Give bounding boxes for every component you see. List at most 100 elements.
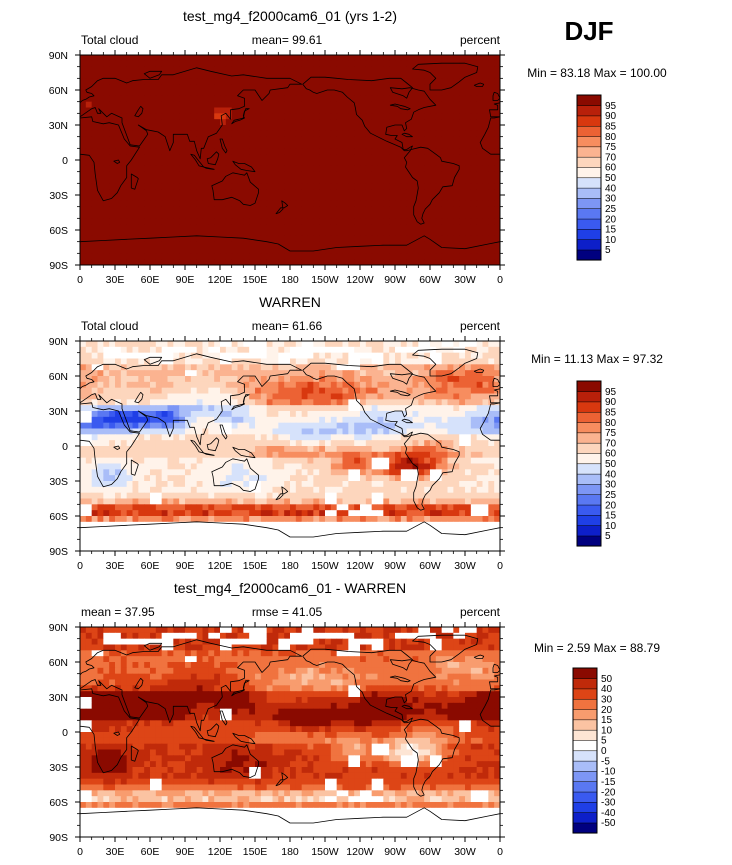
map-cell: [115, 475, 122, 482]
map-cell: [272, 206, 279, 213]
map-cell: [348, 60, 355, 68]
map-cell: [476, 475, 483, 482]
map-cell: [249, 341, 256, 348]
map-cell: [313, 253, 320, 260]
map-cell: [330, 370, 338, 377]
map-cell: [255, 230, 262, 237]
map-cell: [482, 212, 489, 219]
map-cell: [103, 84, 110, 91]
map-cell: [307, 469, 314, 476]
map-cell: [126, 189, 133, 196]
map-cell: [190, 177, 198, 184]
map-cell: [249, 148, 256, 155]
map-cell: [167, 416, 174, 424]
map-cell: [482, 183, 489, 190]
map-cell: [231, 259, 238, 265]
map-cell: [103, 72, 110, 79]
map-cell: [278, 218, 285, 225]
map-cell: [202, 440, 209, 447]
map-cell: [272, 341, 279, 348]
map-cell: [354, 66, 361, 73]
map-cell: [196, 457, 203, 464]
map-cell: [266, 72, 273, 79]
map-cell: [360, 136, 367, 143]
map-cell: [91, 341, 98, 348]
map-cell: [371, 177, 378, 184]
map-cell: [465, 171, 472, 178]
map-cell: [301, 457, 308, 464]
map-cell: [85, 370, 93, 377]
map-cell: [173, 440, 180, 447]
map-cell: [313, 498, 320, 505]
map-cell: [109, 475, 116, 482]
map-cell: [494, 130, 500, 138]
map-cell: [470, 341, 478, 348]
map-cell: [272, 136, 279, 143]
map-cell: [126, 60, 133, 68]
map-cell: [459, 171, 466, 178]
map-cell: [249, 241, 256, 248]
map-cell: [494, 142, 500, 149]
map-cell: [435, 428, 443, 435]
map-cell: [97, 200, 104, 208]
map-cell: [208, 341, 215, 348]
map-cell: [91, 498, 98, 505]
map-cell: [103, 119, 110, 126]
map-cell: [214, 253, 221, 260]
map-cell: [488, 177, 495, 184]
map-cell: [167, 200, 174, 208]
map-cell: [185, 492, 192, 499]
map-cell: [243, 451, 250, 459]
map-cell: [155, 376, 163, 383]
map-cell: [383, 399, 390, 406]
map-cell: [424, 160, 431, 167]
map-cell: [284, 247, 291, 254]
map-cell: [430, 241, 437, 248]
map-cell: [266, 206, 273, 213]
map-cell: [138, 101, 145, 108]
map-cell: [389, 428, 396, 435]
map-cell: [272, 154, 279, 161]
map-cell: [237, 154, 244, 161]
map-cell: [488, 230, 495, 237]
map-cell: [424, 486, 431, 494]
map-cell: [109, 393, 116, 400]
map-cell: [365, 66, 373, 73]
map-cell: [225, 411, 233, 418]
map-cell: [150, 475, 157, 482]
map-cell: [435, 498, 443, 505]
map-cell: [418, 451, 425, 459]
map-cell: [301, 95, 308, 103]
map-cell: [301, 119, 308, 126]
map-cell: [80, 370, 87, 377]
map-cell: [220, 125, 227, 132]
map-cell: [424, 399, 431, 406]
map-cell: [482, 399, 489, 406]
map-cell: [465, 364, 472, 371]
map-cell: [360, 90, 367, 97]
map-cell: [435, 253, 443, 260]
map-cell: [278, 516, 285, 523]
map-cell: [418, 481, 425, 488]
map-cell: [80, 119, 87, 126]
map-cell: [377, 72, 384, 79]
map-cell: [173, 259, 180, 265]
map-cell: [395, 160, 402, 167]
map-cell: [295, 189, 303, 196]
map-cell: [278, 399, 285, 406]
map-cell: [80, 125, 87, 132]
map-cell: [435, 405, 443, 412]
map-cell: [109, 60, 116, 68]
map-cell: [336, 200, 343, 208]
map-cell: [260, 463, 268, 470]
map-cell: [167, 411, 174, 418]
map-cell: [255, 125, 262, 132]
map-cell: [220, 428, 227, 435]
map-cell: [470, 183, 478, 190]
map-cell: [447, 247, 454, 254]
map-cell: [430, 399, 437, 406]
map-cell: [214, 78, 221, 85]
map-cell: [406, 446, 413, 453]
map-cell: [325, 469, 332, 476]
map-cell: [295, 411, 303, 418]
